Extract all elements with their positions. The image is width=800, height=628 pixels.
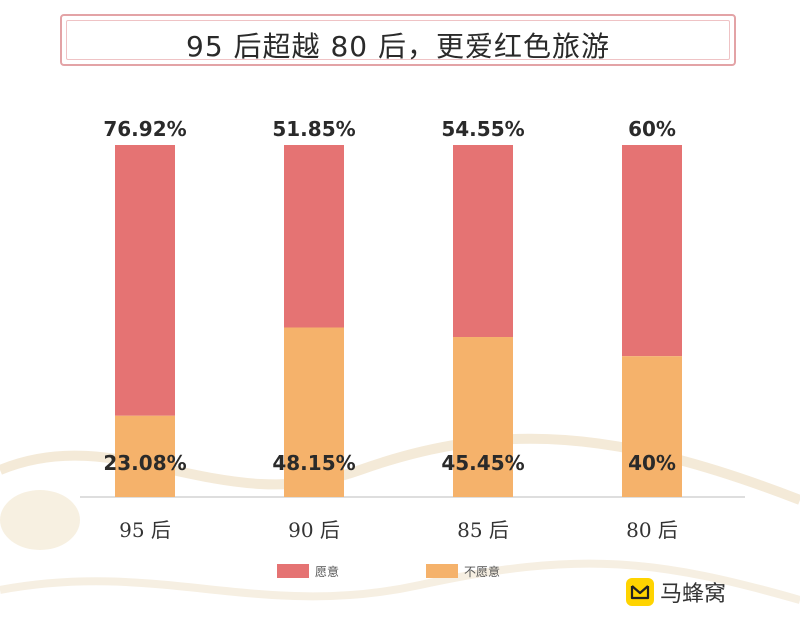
- title-frame: 95 后超越 80 后，更爱红色旅游: [60, 14, 736, 66]
- legend-swatch-0: [277, 564, 309, 578]
- bar-no-1: [284, 327, 344, 497]
- data-label-yes-1: 51.85%: [272, 117, 355, 141]
- bar-yes-2: [453, 145, 513, 338]
- data-label-no-2: 45.45%: [441, 451, 524, 475]
- data-label-no-0: 23.08%: [103, 451, 186, 475]
- legend-swatch-1: [426, 564, 458, 578]
- x-tick-label-3: 80 后: [626, 518, 678, 542]
- data-label-yes-0: 76.92%: [103, 117, 186, 141]
- bar-no-3: [622, 356, 682, 497]
- data-label-yes-3: 60%: [628, 117, 676, 141]
- bar-yes-1: [284, 145, 344, 328]
- x-tick-label-1: 90 后: [288, 518, 340, 542]
- data-label-yes-2: 54.55%: [441, 117, 524, 141]
- data-label-no-3: 40%: [628, 451, 676, 475]
- bar-no-0: [115, 415, 175, 497]
- bar-no-2: [453, 337, 513, 497]
- x-tick-label-2: 85 后: [457, 518, 509, 542]
- legend-label-1: 不愿意: [464, 564, 500, 579]
- chart-title: 95 后超越 80 后，更爱红色旅游: [186, 30, 610, 63]
- bar-yes-0: [115, 145, 175, 416]
- logo-icon: [626, 578, 654, 606]
- brand-logo: 马蜂窝: [626, 575, 726, 609]
- x-tick-label-0: 95 后: [119, 518, 171, 542]
- logo-text: 马蜂窝: [660, 582, 727, 607]
- bar-yes-3: [622, 145, 682, 357]
- legend-label-0: 愿意: [315, 564, 339, 579]
- data-label-no-1: 48.15%: [272, 451, 355, 475]
